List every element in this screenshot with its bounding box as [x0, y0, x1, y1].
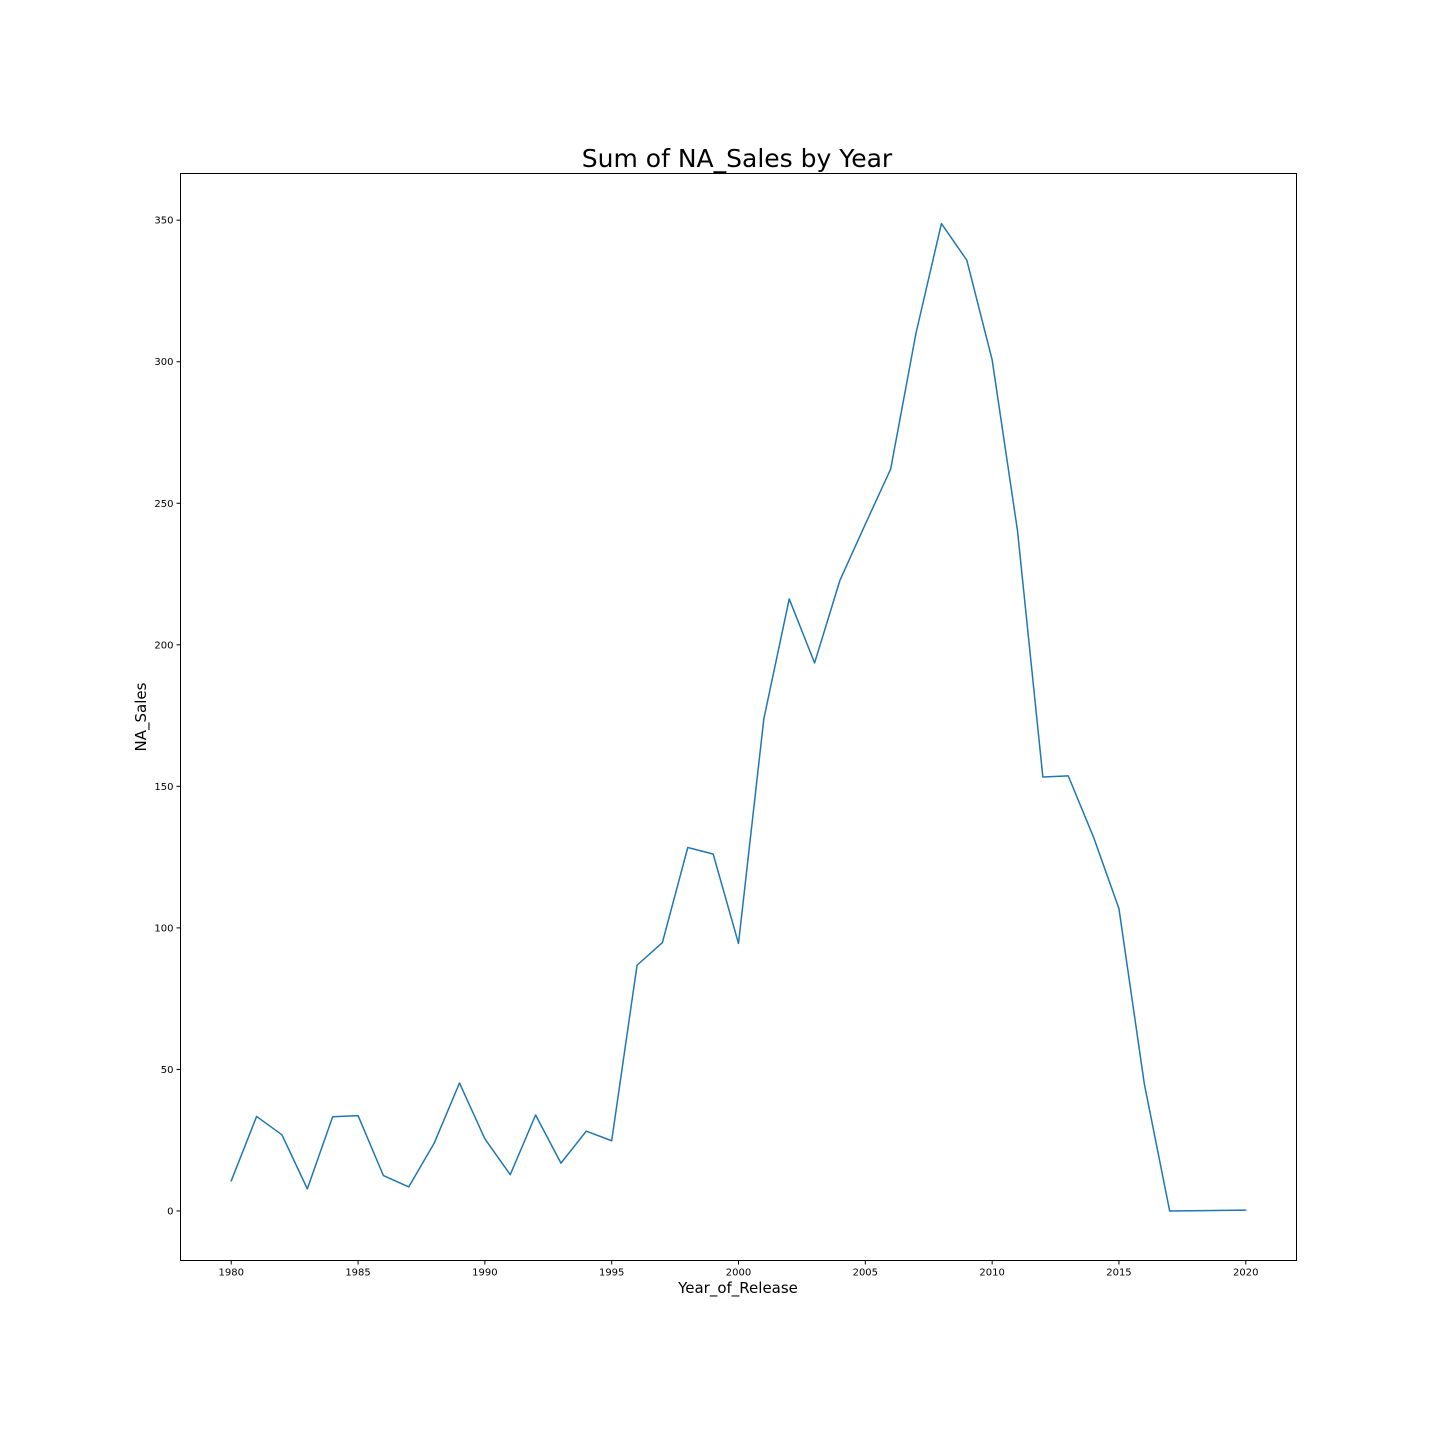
x-tick-label: 1985	[345, 1268, 370, 1279]
y-tick-label: 300	[154, 357, 173, 368]
y-tick-label: 200	[154, 640, 173, 651]
x-tick-label: 2020	[1233, 1268, 1258, 1279]
x-tick-label: 2000	[726, 1268, 751, 1279]
x-tick-label: 2010	[979, 1268, 1004, 1279]
series-layer	[230, 222, 1247, 1212]
y-tick-label: 50	[161, 1065, 174, 1076]
y-tick-label: 250	[154, 499, 173, 510]
plot-area-frame	[180, 173, 1297, 1261]
chart-title: Sum of NA_Sales by Year	[582, 144, 893, 173]
series-line	[230, 222, 1247, 1212]
y-axis-ticks: 0 50 100 150 200 250 300 350	[154, 216, 181, 1217]
x-tick-label: 2005	[853, 1268, 878, 1279]
y-tick-label: 350	[154, 216, 173, 227]
x-tick-label: 1995	[599, 1268, 624, 1279]
y-tick-label: 0	[167, 1206, 173, 1217]
x-tick-label: 1980	[219, 1268, 244, 1279]
x-axis-label: Year_of_Release	[677, 1279, 798, 1298]
y-tick-label: 100	[154, 923, 173, 934]
x-tick-label: 2015	[1106, 1268, 1131, 1279]
y-axis-label: NA_Sales	[132, 682, 151, 751]
x-tick-label: 1990	[472, 1268, 497, 1279]
y-tick-label: 150	[154, 782, 173, 793]
x-axis-ticks: 1980 1985 1990 1995 2000 2005 2010 2015 2020	[219, 1260, 1258, 1279]
